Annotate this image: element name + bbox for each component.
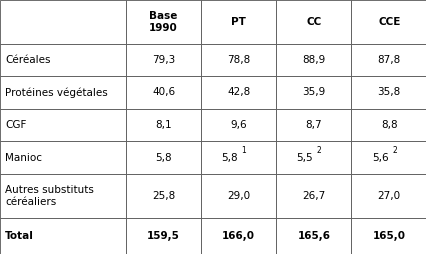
Bar	[276, 218, 351, 254]
Text: Céréales: Céréales	[5, 55, 51, 65]
Text: 35,8: 35,8	[377, 87, 400, 98]
Bar	[126, 141, 201, 174]
Bar	[351, 218, 426, 254]
Bar	[276, 141, 351, 174]
Bar	[201, 76, 276, 109]
Bar	[276, 174, 351, 218]
Text: Base
1990: Base 1990	[149, 11, 178, 33]
Text: 1: 1	[241, 146, 246, 155]
Text: 25,8: 25,8	[152, 191, 175, 201]
Bar	[351, 44, 426, 76]
Bar	[351, 174, 426, 218]
Text: 5,8: 5,8	[155, 153, 171, 163]
Text: 78,8: 78,8	[227, 55, 250, 65]
Text: CCE: CCE	[377, 17, 400, 27]
Bar	[0, 0, 126, 44]
Text: 165,6: 165,6	[296, 231, 330, 241]
Text: 8,8: 8,8	[380, 120, 397, 130]
Bar	[126, 0, 201, 44]
Text: CGF: CGF	[5, 120, 26, 130]
Text: Manioc: Manioc	[5, 153, 42, 163]
Bar	[201, 109, 276, 141]
Text: 88,9: 88,9	[302, 55, 325, 65]
Text: 2: 2	[316, 146, 321, 155]
Bar	[201, 218, 276, 254]
Bar	[126, 76, 201, 109]
Text: Total: Total	[5, 231, 34, 241]
Bar	[126, 109, 201, 141]
Bar	[126, 218, 201, 254]
Text: PT: PT	[231, 17, 245, 27]
Bar	[0, 218, 126, 254]
Text: 42,8: 42,8	[227, 87, 250, 98]
Text: 27,0: 27,0	[377, 191, 400, 201]
Text: 9,6: 9,6	[230, 120, 246, 130]
Bar	[276, 44, 351, 76]
Bar	[0, 76, 126, 109]
Bar	[201, 141, 276, 174]
Text: 5,8: 5,8	[221, 153, 237, 163]
Bar	[0, 44, 126, 76]
Text: 5,6: 5,6	[371, 153, 388, 163]
Text: 35,9: 35,9	[302, 87, 325, 98]
Bar	[351, 0, 426, 44]
Text: CC: CC	[305, 17, 321, 27]
Text: 159,5: 159,5	[147, 231, 179, 241]
Bar	[351, 141, 426, 174]
Text: 40,6: 40,6	[152, 87, 175, 98]
Bar	[0, 141, 126, 174]
Text: Protéines végétales: Protéines végétales	[5, 87, 108, 98]
Bar	[201, 44, 276, 76]
Bar	[0, 174, 126, 218]
Text: 166,0: 166,0	[222, 231, 255, 241]
Text: 2: 2	[391, 146, 396, 155]
Bar	[201, 174, 276, 218]
Bar	[276, 76, 351, 109]
Text: 87,8: 87,8	[377, 55, 400, 65]
Bar	[0, 109, 126, 141]
Bar	[126, 44, 201, 76]
Text: 5,5: 5,5	[296, 153, 312, 163]
Text: 79,3: 79,3	[152, 55, 175, 65]
Text: 8,1: 8,1	[155, 120, 171, 130]
Text: 165,0: 165,0	[372, 231, 405, 241]
Text: Autres substituts
céréaliers: Autres substituts céréaliers	[5, 185, 94, 207]
Bar	[351, 109, 426, 141]
Bar	[276, 109, 351, 141]
Bar	[276, 0, 351, 44]
Bar	[351, 76, 426, 109]
Text: 8,7: 8,7	[305, 120, 321, 130]
Text: 26,7: 26,7	[302, 191, 325, 201]
Bar	[126, 174, 201, 218]
Text: 29,0: 29,0	[227, 191, 250, 201]
Bar	[201, 0, 276, 44]
